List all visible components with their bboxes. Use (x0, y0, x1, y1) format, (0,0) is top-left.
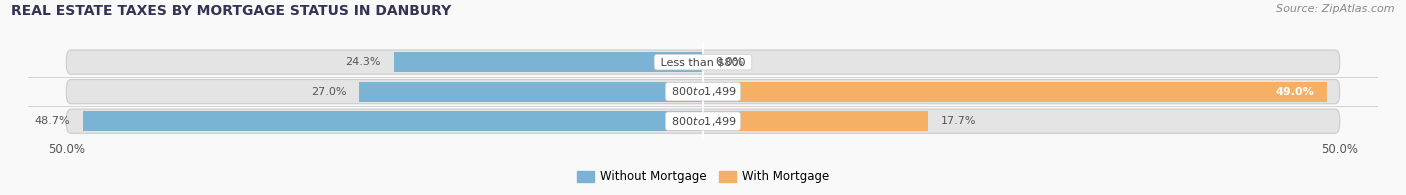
Text: $800 to $1,499: $800 to $1,499 (668, 85, 738, 98)
Bar (83, 111, 703, 131)
Bar (359, 82, 703, 102)
Bar (703, 82, 1327, 102)
Text: Source: ZipAtlas.com: Source: ZipAtlas.com (1277, 4, 1395, 14)
FancyBboxPatch shape (66, 80, 1340, 104)
Legend: Without Mortgage, With Mortgage: Without Mortgage, With Mortgage (572, 166, 834, 188)
Text: Less than $800: Less than $800 (657, 57, 749, 67)
Text: $800 to $1,499: $800 to $1,499 (668, 115, 738, 128)
Text: 0.0%: 0.0% (716, 57, 744, 67)
Text: REAL ESTATE TAXES BY MORTGAGE STATUS IN DANBURY: REAL ESTATE TAXES BY MORTGAGE STATUS IN … (11, 4, 451, 18)
Text: 17.7%: 17.7% (941, 116, 977, 126)
Text: 24.3%: 24.3% (346, 57, 381, 67)
Text: 27.0%: 27.0% (311, 87, 346, 97)
Text: 49.0%: 49.0% (1275, 87, 1315, 97)
Text: 48.7%: 48.7% (35, 116, 70, 126)
FancyBboxPatch shape (66, 109, 1340, 133)
FancyBboxPatch shape (66, 50, 1340, 74)
Bar (394, 52, 703, 72)
Bar (703, 111, 928, 131)
